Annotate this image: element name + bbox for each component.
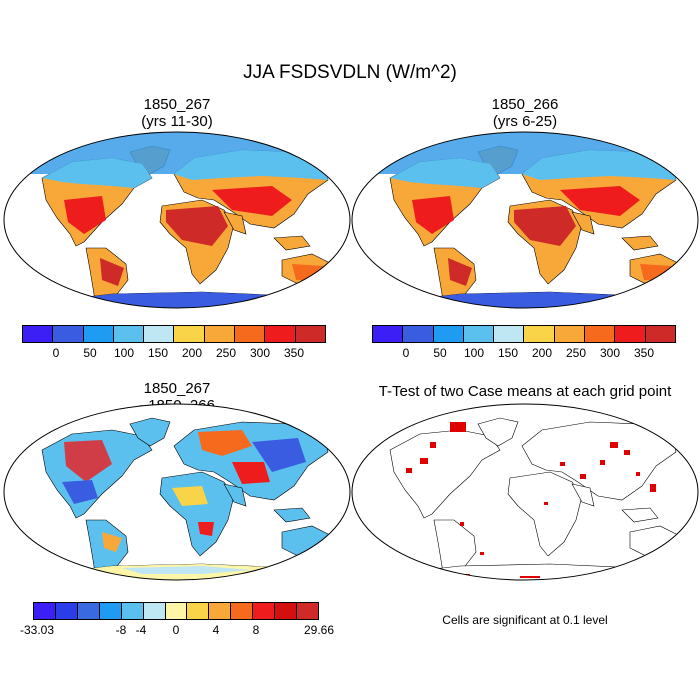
colorbar-3-swatch (187, 603, 210, 619)
colorbar-2-swatch (433, 326, 464, 342)
colorbar-1-swatch (113, 326, 145, 342)
colorbar-1-swatch (174, 326, 205, 342)
map-ttest (351, 403, 699, 581)
colorbar-3-swatch (253, 603, 276, 619)
colorbar-2-swatch (524, 326, 555, 342)
colorbar-1-tick: 250 (215, 346, 237, 360)
colorbar-2-swatch (403, 326, 434, 342)
panel-2-title: 1850_266 (yrs 6-25) (352, 96, 698, 130)
colorbar-3-swatch (209, 603, 232, 619)
colorbar-3 (33, 602, 319, 620)
colorbar-2-tick: 50 (433, 346, 447, 360)
colorbar-3-swatch (231, 603, 254, 619)
colorbar-2-tick: 150 (497, 346, 519, 360)
colorbar-3-tick: -4 (135, 623, 147, 637)
colorbar-1-swatch (23, 326, 54, 342)
colorbar-3-swatch (165, 603, 188, 619)
colorbar-2-swatch (494, 326, 525, 342)
colorbar-1-swatch (83, 326, 114, 342)
colorbar-3-tick: -33.03 (19, 623, 55, 637)
map-case-1850-266 (351, 131, 699, 309)
colorbar-3-tick: 29.66 (303, 623, 335, 637)
map-difference (3, 403, 351, 581)
map-case-1850-267 (3, 131, 351, 309)
colorbar-1-swatch (53, 326, 84, 342)
colorbar-2-tick: 100 (463, 346, 485, 360)
significance-note: Cells are significant at 0.1 level (442, 613, 608, 627)
colorbar-3-swatch (297, 603, 318, 619)
colorbar-2-tick: 300 (599, 346, 621, 360)
colorbar-2-swatch (615, 326, 646, 342)
colorbar-3-tick: -8 (115, 623, 127, 637)
colorbar-2-tick: 350 (633, 346, 655, 360)
colorbar-2-swatch (463, 326, 495, 342)
panel-4-title: T-Test of two Case means at each grid po… (352, 383, 698, 400)
colorbar-1-tick: 300 (249, 346, 271, 360)
colorbar-2-tick: 0 (402, 346, 410, 360)
panel-1-title: 1850_267 (yrs 11-30) (4, 96, 350, 130)
colorbar-1-tick: 100 (113, 346, 135, 360)
colorbar-3-swatch (143, 603, 166, 619)
panel-2-title-line1: 1850_266 (491, 96, 559, 113)
colorbar-2-swatch (585, 326, 616, 342)
colorbar-3-swatch (275, 603, 298, 619)
panel-1-title-line2: (yrs 11-30) (141, 113, 213, 130)
colorbar-1-swatch (144, 326, 175, 342)
colorbar-2-tick: 200 (531, 346, 553, 360)
figure-title: JJA FSDSVDLN (W/m^2) (243, 62, 457, 83)
colorbar-3-swatch (34, 603, 56, 619)
colorbar-1-swatch (235, 326, 266, 342)
colorbar-3-swatch (121, 603, 144, 619)
colorbar-2-swatch (645, 326, 675, 342)
colorbar-1-swatch (295, 326, 325, 342)
colorbar-1-tick: 50 (83, 346, 97, 360)
panel-3-title-line1: 1850_267 (143, 380, 211, 397)
colorbar-1-tick: 350 (283, 346, 305, 360)
colorbar-3-tick: 4 (212, 623, 220, 637)
colorbar-2 (372, 325, 676, 343)
colorbar-3-tick: 8 (252, 623, 260, 637)
panel-2-title-line2: (yrs 6-25) (492, 113, 558, 130)
colorbar-2-swatch (373, 326, 404, 342)
colorbar-3-tick: 0 (172, 623, 180, 637)
colorbar-1-swatch (265, 326, 296, 342)
colorbar-1-tick: 150 (147, 346, 169, 360)
colorbar-1-tick: 0 (52, 346, 60, 360)
panel-1-title-line1: 1850_267 (143, 96, 211, 113)
colorbar-3-swatch (77, 603, 100, 619)
colorbar-3-swatch (55, 603, 78, 619)
colorbar-2-swatch (554, 326, 586, 342)
colorbar-3-swatch (99, 603, 122, 619)
colorbar-1-tick: 200 (181, 346, 203, 360)
colorbar-1 (22, 325, 326, 343)
panel-4-title-line1: T-Test of two Case means at each grid po… (378, 383, 672, 400)
colorbar-2-tick: 250 (565, 346, 587, 360)
colorbar-1-swatch (204, 326, 236, 342)
